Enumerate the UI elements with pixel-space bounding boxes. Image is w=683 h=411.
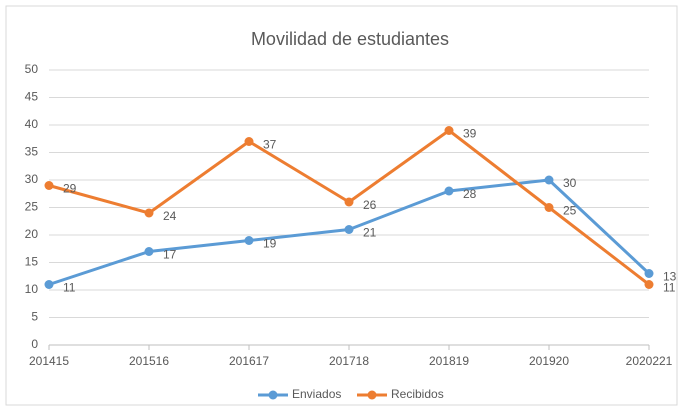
y-tick-label: 40 xyxy=(25,117,39,131)
x-tick-label: 201415 xyxy=(29,354,69,368)
data-label: 29 xyxy=(63,182,77,196)
point xyxy=(544,175,554,185)
y-tick-label: 0 xyxy=(31,337,38,351)
y-tick-label: 5 xyxy=(31,310,38,324)
data-label: 37 xyxy=(263,138,277,152)
x-tick-label: 2020221 xyxy=(626,354,673,368)
point xyxy=(444,186,454,196)
data-label: 24 xyxy=(163,209,177,223)
point xyxy=(544,203,554,212)
point xyxy=(644,280,654,289)
data-label: 21 xyxy=(363,226,377,240)
y-tick-label: 30 xyxy=(25,172,39,186)
legend-swatch-dot xyxy=(367,390,377,400)
point xyxy=(144,247,154,256)
y-tick-label: 10 xyxy=(25,282,39,296)
data-label: 17 xyxy=(163,248,177,262)
data-label: 13 xyxy=(663,270,677,284)
point xyxy=(44,280,54,289)
y-tick-label: 35 xyxy=(25,145,39,159)
point xyxy=(344,225,354,234)
x-tick-label: 201819 xyxy=(429,354,469,368)
y-tick-label: 15 xyxy=(25,255,39,269)
x-tick-label: 201718 xyxy=(329,354,369,368)
legend-label: Enviados xyxy=(292,387,341,401)
legend-swatch-dot xyxy=(268,390,278,400)
chart-title: Movilidad de estudiantes xyxy=(251,29,449,49)
x-tick-label: 201920 xyxy=(529,354,569,368)
x-tick-label: 201516 xyxy=(129,354,169,368)
y-tick-label: 45 xyxy=(25,90,39,104)
y-tick-label: 20 xyxy=(25,227,39,241)
point xyxy=(44,181,54,190)
point xyxy=(244,137,254,146)
data-label: 26 xyxy=(363,198,377,212)
data-label: 30 xyxy=(563,176,577,190)
legend-label: Recibidos xyxy=(391,387,444,401)
point xyxy=(444,126,454,135)
point xyxy=(644,269,654,278)
data-label: 25 xyxy=(563,204,577,218)
y-tick-label: 25 xyxy=(25,200,39,214)
point xyxy=(344,197,354,207)
data-label: 39 xyxy=(463,127,477,141)
data-label: 28 xyxy=(463,187,477,201)
point xyxy=(244,236,254,245)
data-label: 19 xyxy=(263,237,277,251)
data-label: 11 xyxy=(63,281,76,295)
y-tick-label: 50 xyxy=(25,62,39,76)
data-label: 11 xyxy=(663,281,676,295)
point xyxy=(144,208,154,218)
x-tick-label: 201617 xyxy=(229,354,269,368)
